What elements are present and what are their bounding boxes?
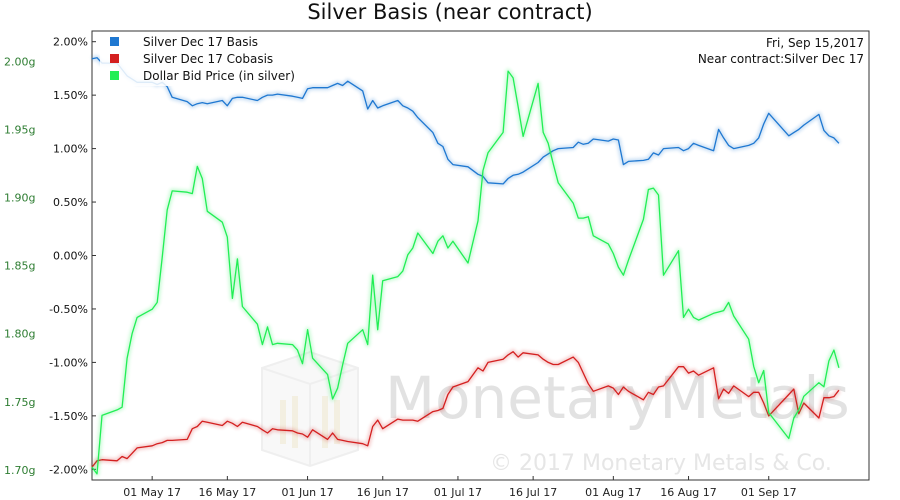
left-axis-ticks: 1.70g 1.75g 1.80g 1.85g 1.90g 1.95g 2.00g	[4, 56, 35, 477]
series-dollar-bid-price	[89, 68, 842, 477]
left-tick-label: 1.85g	[4, 260, 35, 273]
series-line	[91, 351, 840, 468]
right-axis-ticks: -2.00% -1.50% -1.00% -0.50% 0.00% 0.50% 1.00% 1…	[49, 36, 96, 476]
left-tick-label: 1.90g	[4, 192, 35, 205]
left-tick-label: 1.80g	[4, 328, 35, 341]
right-tick-label: 0.00%	[53, 250, 88, 263]
right-tick-label: 0.50%	[53, 196, 88, 209]
legend-swatch-cobasis	[110, 54, 119, 63]
x-tick-label: 01 Aug 17	[585, 486, 641, 499]
right-tick-label: 1.00%	[53, 143, 88, 156]
x-tick-label: 01 Sep 17	[741, 486, 797, 499]
left-tick-label: 2.00g	[4, 56, 35, 69]
legend-background	[100, 34, 290, 86]
series-basis	[91, 55, 841, 187]
right-tick-label: 2.00%	[53, 36, 88, 49]
legend-label-cobasis: Silver Dec 17 Cobasis	[143, 52, 273, 66]
right-tick-label: -0.50%	[49, 303, 88, 316]
left-tick-label: 1.70g	[4, 464, 35, 477]
x-tick-label: 16 Jun 17	[357, 486, 409, 499]
legend-swatch-basis	[110, 37, 119, 46]
x-tick-label: 01 May 17	[123, 486, 181, 499]
left-tick-label: 1.75g	[4, 396, 35, 409]
chart-title: Silver Basis (near contract)	[307, 0, 592, 24]
watermark-copyright: © 2017 Monetary Metals & Co.	[490, 451, 832, 476]
right-tick-label: -1.50%	[49, 410, 88, 423]
legend-swatch-dollar-bid-price	[110, 71, 119, 80]
x-tick-label: 16 Jul 17	[509, 486, 557, 499]
watermark-brand: MonetaryMetals	[385, 364, 850, 432]
legend-label-dollar-bid-price: Dollar Bid Price (in silver)	[143, 69, 295, 83]
series-line	[91, 57, 840, 185]
x-tick-label: 16 Aug 17	[660, 486, 716, 499]
info-contract: Near contract:Silver Dec 17	[698, 52, 864, 66]
x-tick-label: 01 Jun 17	[281, 486, 333, 499]
info-date: Fri, Sep 15,2017	[766, 36, 864, 50]
legend-label-basis: Silver Dec 17 Basis	[143, 35, 258, 49]
x-tick-label: 01 Jul 17	[434, 486, 482, 499]
right-tick-label: -2.00%	[49, 463, 88, 476]
right-tick-label: 1.50%	[53, 89, 88, 102]
right-tick-label: -1.00%	[49, 356, 88, 369]
series-layer	[89, 55, 842, 477]
left-tick-label: 1.95g	[4, 124, 35, 137]
legend: Silver Dec 17 Basis Silver Dec 17 Cobasi…	[100, 34, 295, 86]
x-axis-ticks: 01 May 17 16 May 17 01 Jun 17 16 Jun 17 01 J…	[123, 476, 797, 499]
series-cobasis	[90, 349, 841, 469]
x-tick-label: 16 May 17	[198, 486, 256, 499]
series-line	[91, 70, 840, 475]
